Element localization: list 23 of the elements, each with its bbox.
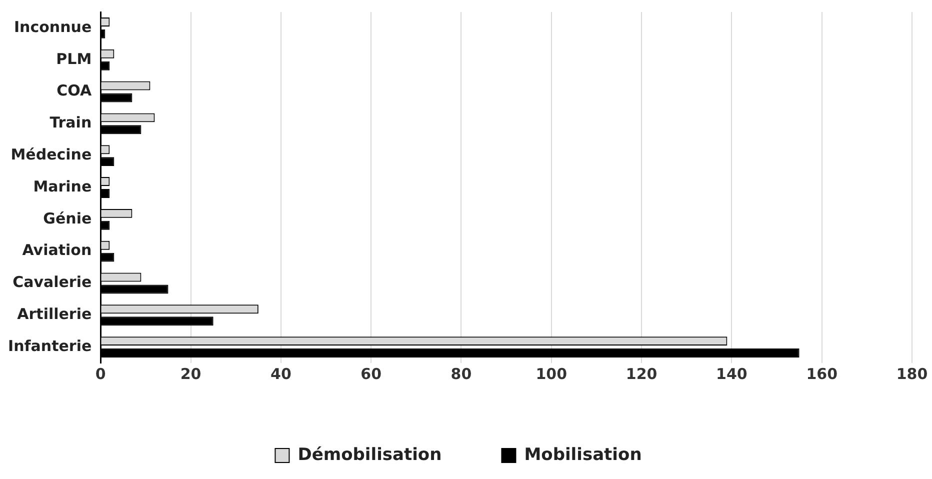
y-tick-label: COA: [56, 82, 92, 100]
x-tick-label: 40: [270, 364, 292, 383]
y-tick-label: Train: [50, 114, 92, 132]
x-tick-label: 100: [536, 364, 568, 383]
legend-label: Mobilisation: [524, 444, 642, 465]
x-tick-label: 180: [896, 364, 928, 383]
x-tick-label: 20: [180, 364, 202, 383]
legend-label: Démobilisation: [298, 444, 442, 465]
y-tick-label: Marine: [33, 177, 92, 196]
x-tick-label: 160: [806, 364, 838, 383]
y-tick-label: Cavalerie: [12, 273, 92, 292]
y-tick-label: Inconnue: [14, 18, 92, 36]
y-tick-label: Aviation: [22, 241, 92, 260]
x-tick-label: 80: [450, 364, 472, 383]
x-tick-label: 60: [360, 364, 382, 383]
y-tick-label: Artillerie: [17, 305, 92, 324]
x-tick-label: 0: [95, 364, 106, 383]
x-tick-label: 120: [626, 364, 658, 383]
x-tick-label: 140: [716, 364, 748, 383]
y-tick-label: Génie: [43, 209, 92, 228]
y-tick-label: PLM: [56, 50, 92, 68]
y-tick-label: Infanterie: [8, 336, 92, 355]
y-tick-label: Médecine: [10, 145, 92, 164]
